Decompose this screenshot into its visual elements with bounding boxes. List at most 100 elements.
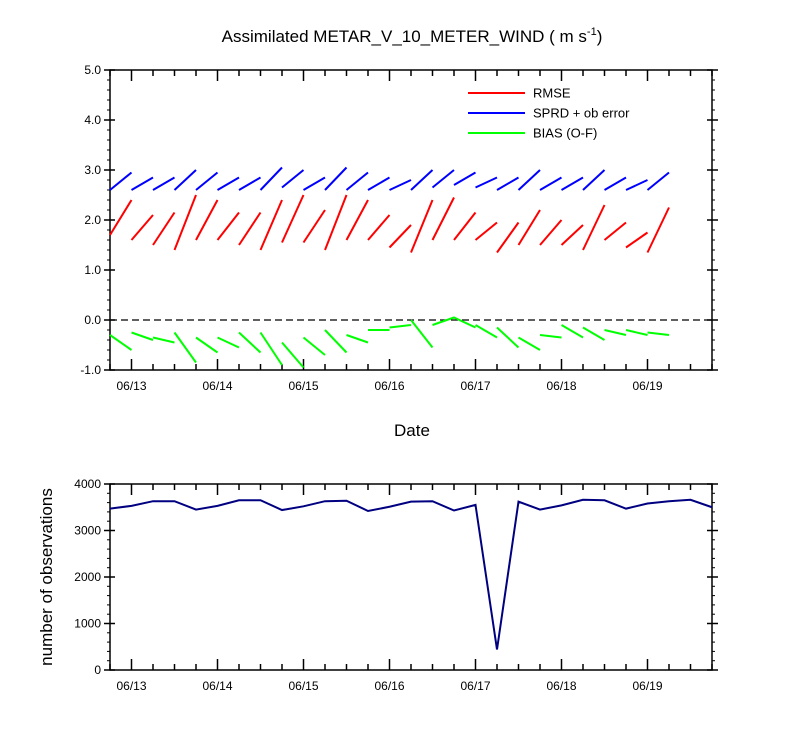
series-line-segment [173, 194, 197, 251]
series-line-segment [453, 211, 477, 241]
y-tick-label: 3000 [74, 524, 101, 538]
series-line-segment [195, 336, 219, 354]
top-plot: 06/13 06/14 06/15 06/16 06/17 06/18 06/19 -1.0 0… [80, 63, 718, 393]
y-tick-label: 1.0 [84, 263, 101, 277]
series-line-segment [259, 199, 283, 251]
x-tick-label: 06/13 [116, 679, 146, 693]
series-line-segment [625, 179, 648, 191]
series-line-segment [625, 329, 648, 336]
y-tick-label: 0.0 [84, 313, 101, 327]
x-tick-label: 06/19 [632, 679, 662, 693]
series-line-segment [346, 334, 369, 344]
series-line-segment [152, 336, 175, 344]
chart-title: Assimilated METAR_V_10_METER_WIND ( m s-… [222, 26, 603, 46]
series-line-segment [410, 199, 434, 253]
series-line-segment [130, 176, 154, 191]
series-sprd-ob-error [109, 166, 670, 191]
x-tick-label: 06/17 [460, 679, 490, 693]
series-line-segment [367, 176, 391, 191]
series-line-segment [539, 334, 562, 339]
series-line-segment [560, 224, 584, 246]
series-line-segment [345, 171, 369, 191]
series-line-segment [582, 326, 606, 341]
y-tick-label: 3.0 [84, 163, 101, 177]
series-line-segment [131, 331, 154, 341]
legend-label: BIAS (O-F) [533, 126, 597, 141]
series-line-segment [324, 329, 348, 354]
y-tick-label: 4000 [74, 477, 101, 491]
series-line-segment [216, 211, 240, 241]
series-rmse [109, 194, 670, 254]
series-line-segment [432, 316, 476, 329]
series-line-segment [238, 331, 262, 354]
x-tick-label: 06/19 [632, 379, 662, 393]
series-line-segment [539, 219, 563, 246]
series-line-segment [474, 324, 498, 339]
series-line-segment [238, 176, 262, 191]
legend-label: SPRD + ob error [533, 106, 630, 121]
series-line-segment [281, 194, 305, 243]
series-line-segment [496, 221, 520, 254]
series-line-segment [582, 204, 606, 251]
series-line-segment [109, 334, 133, 351]
series-line-segment [603, 221, 627, 241]
legend-label: RMSE [533, 86, 571, 101]
series-line-segment [173, 331, 197, 364]
series-line-segment [152, 211, 176, 246]
x-tick-label: 06/17 [460, 379, 490, 393]
y-axis-label-bottom: number of observations [37, 488, 56, 666]
series-bias-o-f [109, 316, 670, 369]
series-line-segment [517, 209, 541, 246]
series-line-segment [496, 326, 520, 349]
x-tick-label: 06/15 [288, 379, 318, 393]
series-line-segment [646, 207, 670, 253]
series-line-segment [496, 176, 520, 191]
x-tick-label: 06/13 [116, 379, 146, 393]
series-line-segment [281, 341, 305, 369]
series-line-segment [410, 169, 434, 191]
x-tick-label: 06/14 [202, 379, 232, 393]
x-tick-label: 06/18 [546, 679, 576, 693]
x-axis-label: Date [394, 421, 430, 440]
series-line-segment [474, 221, 498, 241]
series-line-segment [152, 176, 176, 191]
chart-legend: RMSE SPRD + ob error BIAS (O-F) [468, 86, 630, 141]
y-tick-label: 5.0 [84, 63, 101, 77]
series-line-segment [259, 331, 283, 366]
series-line-segment [389, 324, 412, 329]
series-line-segment [238, 211, 262, 246]
series-line-segment [517, 169, 541, 191]
y-tick-label: -1.0 [80, 363, 101, 377]
y-tick-label: 2000 [74, 570, 101, 584]
series-line-segment [324, 194, 348, 251]
y-tick-label: 2.0 [84, 213, 101, 227]
series-line-segment [431, 169, 455, 189]
y-tick-label: 4.0 [84, 113, 101, 127]
series-line-segment [109, 171, 133, 191]
series-line-segment [625, 231, 649, 249]
series-line-segment [195, 199, 219, 241]
bottom-plot: 06/13 06/14 06/15 06/16 06/17 06/18 06/19 0 1000… [74, 477, 718, 693]
series-line-segment [216, 176, 240, 191]
x-tick-label: 06/15 [288, 679, 318, 693]
x-tick-label: 06/18 [546, 379, 576, 393]
series-line-segment [217, 336, 240, 349]
series-line-segment [302, 336, 326, 356]
series-line-segment [302, 176, 326, 191]
series-line-segment [367, 214, 391, 241]
series-line-segment [603, 176, 627, 191]
series-line-segment [604, 329, 627, 336]
x-tick-label: 06/14 [202, 679, 232, 693]
series-line-segment [109, 199, 133, 236]
series-line-segment [582, 169, 606, 191]
series-line-segment [389, 179, 412, 191]
series-line-segment [302, 209, 326, 244]
observations-line [109, 498, 713, 650]
y-tick-label: 0 [94, 663, 101, 677]
series-line-segment [259, 166, 283, 191]
series-line-segment [560, 324, 584, 339]
y-tick-label: 1000 [74, 617, 101, 631]
series-line-segment [517, 336, 541, 351]
